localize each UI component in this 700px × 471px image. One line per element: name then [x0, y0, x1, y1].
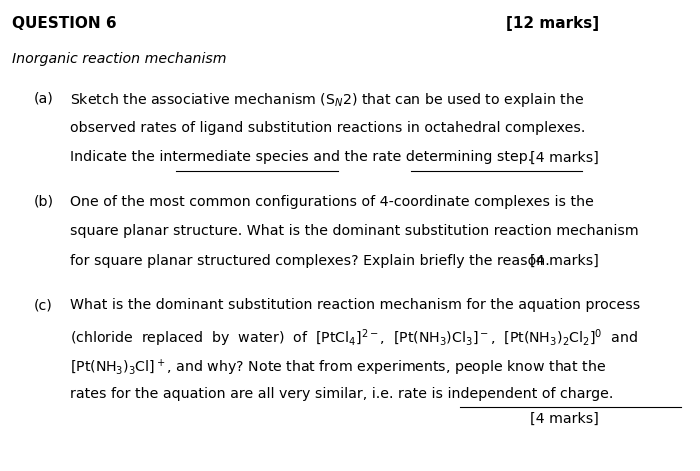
Text: (a): (a) — [34, 91, 53, 105]
Text: (c): (c) — [34, 298, 52, 312]
Text: What is the dominant substitution reaction mechanism for the aquation process: What is the dominant substitution reacti… — [70, 298, 640, 312]
Text: observed rates of ligand substitution reactions in octahedral complexes.: observed rates of ligand substitution re… — [70, 121, 585, 135]
Text: One of the most common configurations of 4-coordinate complexes is the: One of the most common configurations of… — [70, 195, 594, 209]
Text: rates for the aquation are all very similar, i.e. rate is independent of charge.: rates for the aquation are all very simi… — [70, 387, 613, 401]
Text: square planar structure. What is the dominant substitution reaction mechanism: square planar structure. What is the dom… — [70, 224, 639, 238]
Text: Indicate the intermediate species and the rate determining step.: Indicate the intermediate species and th… — [70, 150, 533, 164]
Text: [Pt(NH$_3$)$_3$Cl]$^+$, and why? Note that from experiments, people know that th: [Pt(NH$_3$)$_3$Cl]$^+$, and why? Note th… — [70, 357, 606, 378]
Text: [4 marks]: [4 marks] — [530, 150, 599, 164]
Text: Inorganic reaction mechanism: Inorganic reaction mechanism — [12, 52, 227, 65]
Text: (b): (b) — [34, 195, 53, 209]
Text: (chloride  replaced  by  water)  of  [PtCl$_4$]$^{2-}$,  [Pt(NH$_3$)Cl$_3$]$^-$,: (chloride replaced by water) of [PtCl$_4… — [70, 328, 638, 349]
Text: [12 marks]: [12 marks] — [506, 16, 599, 32]
Text: [4 marks]: [4 marks] — [530, 254, 599, 268]
Text: Sketch the associative mechanism (S$_N$2) that can be used to explain the: Sketch the associative mechanism (S$_N$2… — [70, 91, 584, 109]
Text: [4 marks]: [4 marks] — [530, 412, 599, 426]
Text: QUESTION 6: QUESTION 6 — [12, 16, 117, 32]
Text: for square planar structured complexes? Explain briefly the reason.: for square planar structured complexes? … — [70, 254, 550, 268]
